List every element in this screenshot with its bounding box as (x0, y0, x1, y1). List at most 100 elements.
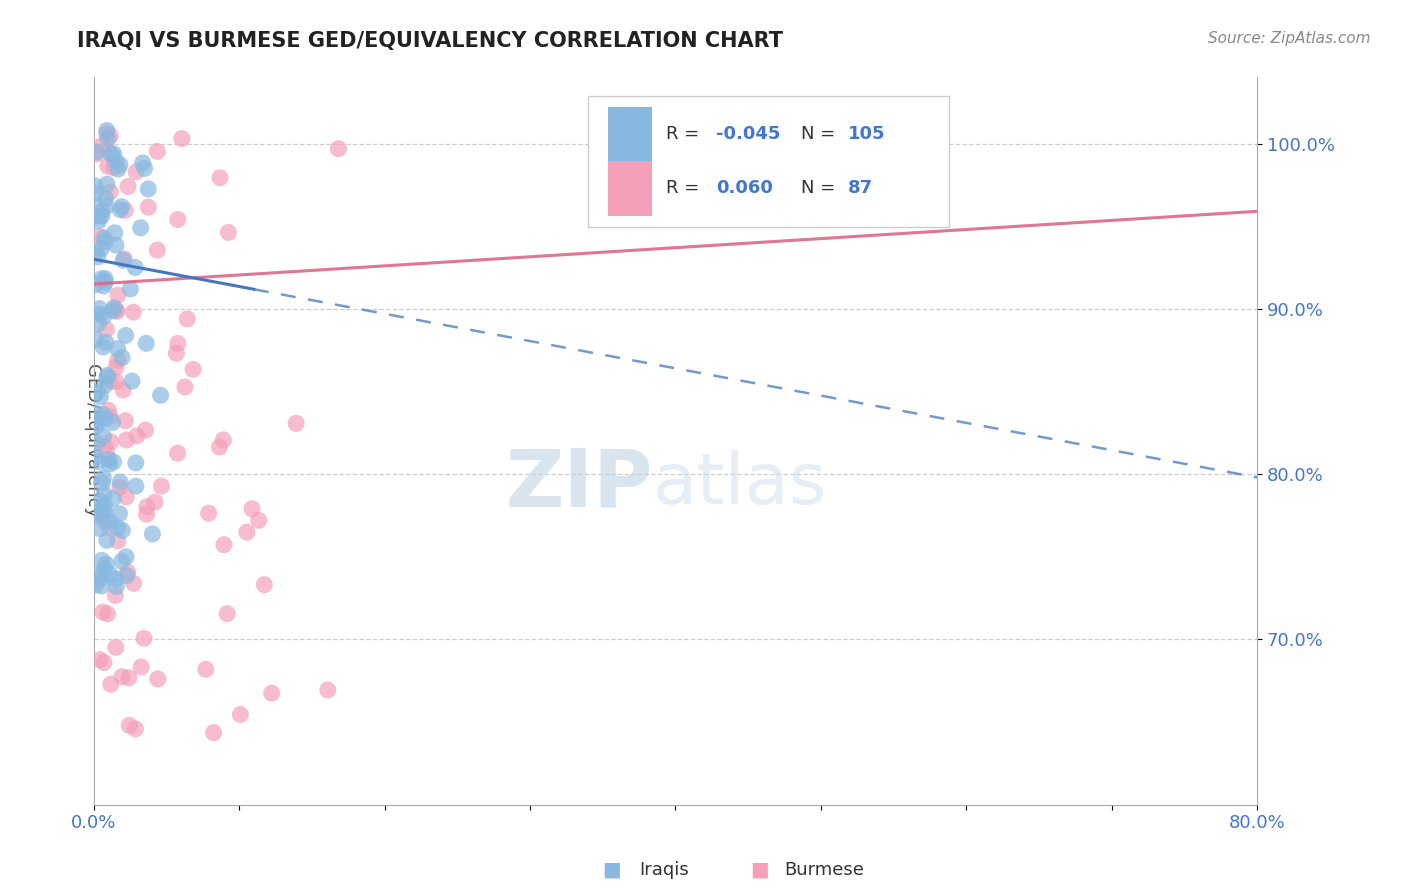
Point (118, 718, 141, 732)
Point (93, 562, 115, 576)
Point (129, 220, 152, 235)
Point (316, 683, 339, 698)
Point (136, 182, 159, 196)
Point (86, 145, 108, 159)
Point (125, 479, 148, 493)
Point (86, 146, 108, 161)
Text: atlas: atlas (652, 450, 827, 519)
Point (167, 336, 190, 351)
Point (87, 454, 110, 468)
Point (150, 479, 173, 493)
Point (94, 275, 117, 289)
Point (285, 417, 308, 431)
Point (97, 144, 120, 158)
Text: R =: R = (666, 125, 706, 143)
Point (104, 375, 127, 389)
Point (96, 177, 118, 191)
Point (166, 212, 188, 227)
Point (112, 253, 135, 268)
Point (176, 312, 198, 326)
FancyBboxPatch shape (588, 95, 949, 227)
Point (125, 429, 148, 443)
Point (93, 514, 115, 528)
Point (108, 158, 131, 172)
Point (135, 500, 157, 514)
Point (91, 204, 114, 219)
Point (208, 440, 231, 454)
Point (247, 513, 270, 527)
Point (91, 505, 114, 519)
Text: 87: 87 (848, 179, 873, 197)
Point (93, 231, 115, 245)
Text: -0.045: -0.045 (716, 125, 780, 143)
Text: IRAQI VS BURMESE GED/EQUIVALENCY CORRELATION CHART: IRAQI VS BURMESE GED/EQUIVALENCY CORRELA… (77, 31, 783, 51)
Point (260, 686, 283, 700)
Point (94, 499, 117, 513)
Text: Source: ZipAtlas.com: Source: ZipAtlas.com (1208, 31, 1371, 46)
Point (97, 403, 120, 417)
Point (108, 480, 131, 494)
Point (103, 301, 125, 315)
Point (135, 423, 157, 437)
Point (84, 198, 107, 212)
Point (96, 370, 118, 384)
Point (212, 538, 235, 552)
Point (90, 209, 112, 223)
Point (97, 159, 120, 173)
Point (89, 521, 111, 535)
Point (87, 317, 110, 331)
Point (84, 186, 107, 201)
Bar (607, 107, 652, 161)
Point (93, 504, 115, 518)
Bar (607, 161, 652, 216)
Point (104, 153, 127, 168)
Point (217, 226, 239, 240)
Point (111, 524, 134, 538)
Point (240, 501, 263, 516)
Point (181, 362, 204, 376)
Point (94, 199, 117, 213)
Point (94, 439, 117, 453)
Point (146, 145, 169, 159)
Point (84, 277, 107, 292)
Point (94, 378, 117, 392)
Point (108, 475, 131, 490)
Point (122, 305, 145, 319)
Point (100, 147, 122, 161)
Point (117, 565, 139, 579)
Point (94, 335, 117, 350)
Point (84, 245, 107, 260)
Point (110, 202, 132, 217)
Point (98, 374, 121, 388)
Point (86, 436, 108, 450)
Point (120, 282, 142, 296)
Point (129, 660, 152, 674)
Point (91, 553, 114, 567)
Text: N =: N = (801, 125, 841, 143)
Point (89, 301, 111, 316)
Point (107, 162, 129, 177)
Point (98, 128, 121, 143)
Point (124, 260, 146, 275)
Point (84, 450, 107, 464)
Point (84, 178, 107, 193)
Point (93, 412, 115, 426)
Point (103, 491, 125, 506)
Point (253, 577, 276, 591)
Point (89, 209, 111, 223)
Point (86, 504, 108, 518)
Point (97, 452, 120, 467)
Point (98, 521, 121, 535)
Point (96, 127, 118, 141)
Point (104, 238, 127, 252)
Point (122, 576, 145, 591)
Point (117, 179, 139, 194)
Point (86, 418, 108, 433)
Point (124, 722, 146, 736)
Point (212, 433, 235, 447)
Point (166, 446, 188, 460)
Point (149, 388, 172, 402)
Point (98, 409, 121, 424)
Point (86, 416, 108, 430)
Point (170, 131, 193, 145)
